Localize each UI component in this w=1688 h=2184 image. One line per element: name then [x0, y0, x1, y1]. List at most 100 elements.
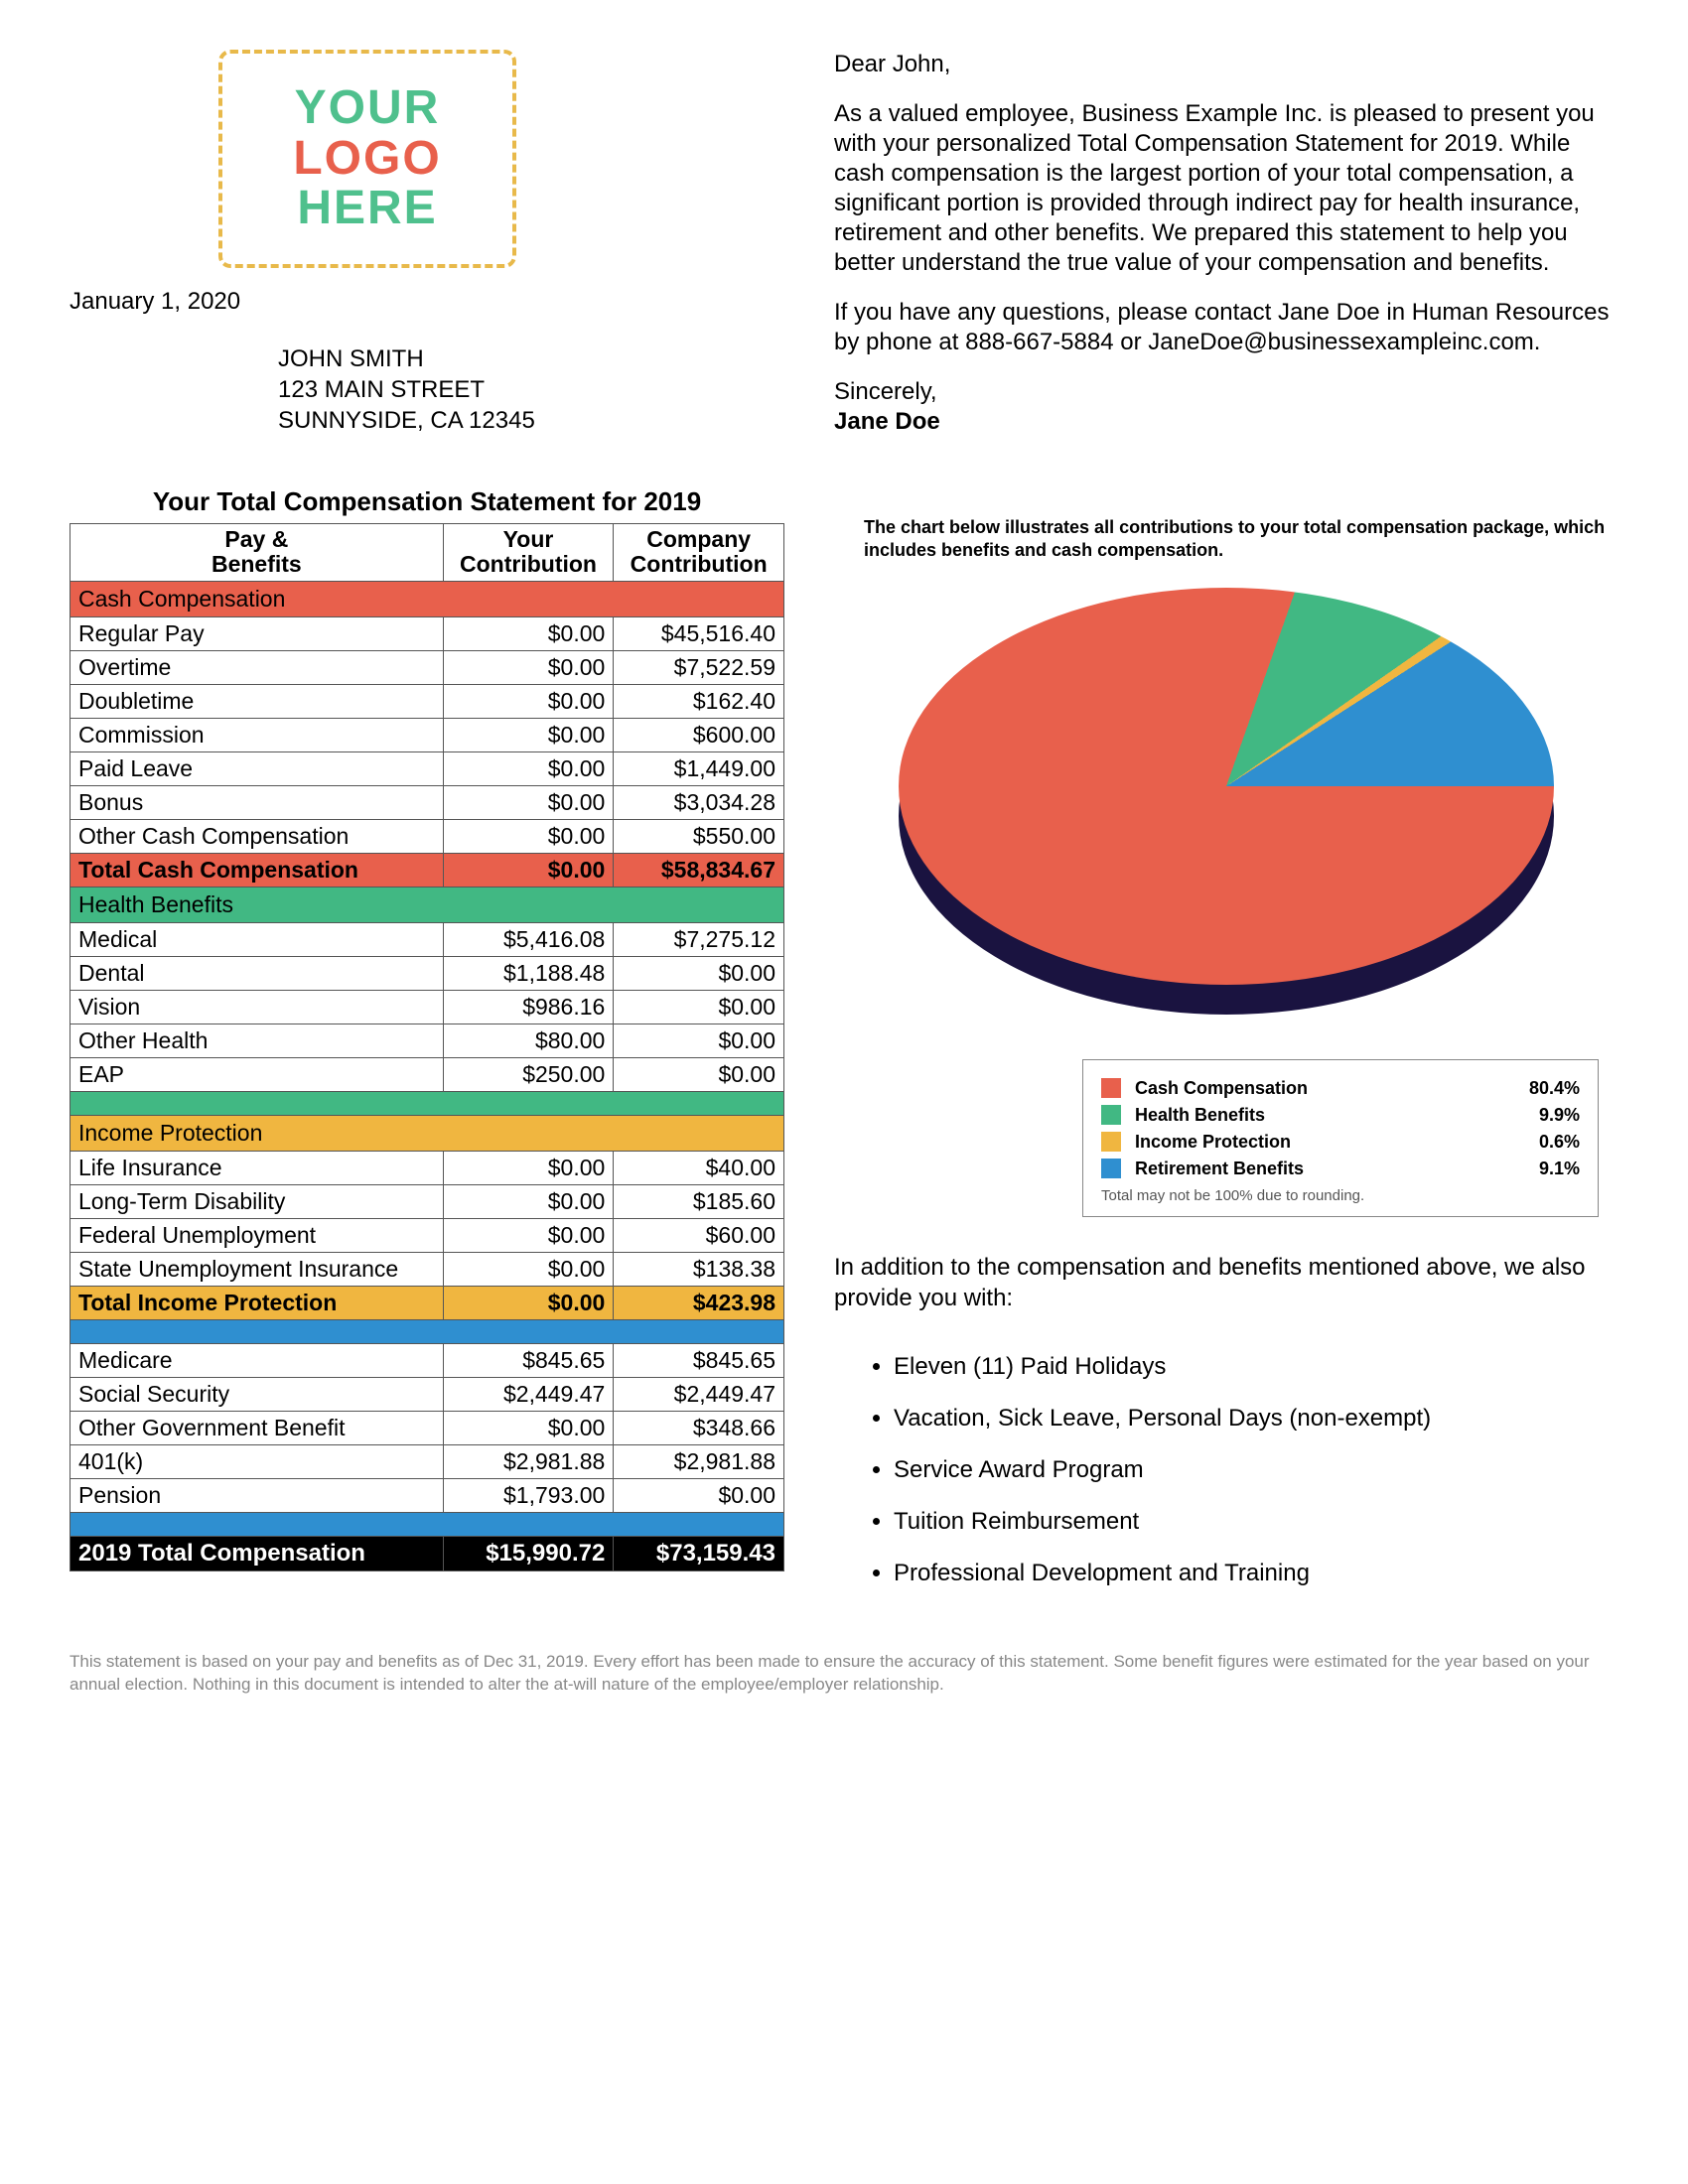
row-company: $58,834.67 — [614, 853, 784, 887]
col-header-company: CompanyContribution — [614, 524, 784, 582]
row-company: $600.00 — [614, 718, 784, 751]
letter-body: Dear John, As a valued employee, Busines… — [834, 50, 1618, 457]
row-company: $0.00 — [614, 1024, 784, 1057]
row-label: Vision — [70, 990, 444, 1024]
col-header-your: YourContribution — [443, 524, 614, 582]
row-company: $0.00 — [614, 956, 784, 990]
table-row: Medicare $845.65 $845.65 — [70, 1343, 784, 1377]
row-your: $250.00 — [443, 1057, 614, 1091]
row-your: $0.00 — [443, 1286, 614, 1319]
row-your: $1,793.00 — [443, 1478, 614, 1512]
legend-label: Retirement Benefits — [1135, 1159, 1539, 1179]
list-item: Tuition Reimbursement — [894, 1508, 1618, 1536]
table-row: Regular Pay $0.00 $45,516.40 — [70, 616, 784, 650]
row-label: 401(k) — [70, 1444, 444, 1478]
chart-legend: Cash Compensation 80.4% Health Benefits … — [1082, 1059, 1599, 1217]
row-label: Bonus — [70, 785, 444, 819]
letter-signer: Jane Doe — [834, 408, 940, 435]
row-company: $40.00 — [614, 1151, 784, 1184]
row-your: $0.00 — [443, 853, 614, 887]
table-row: Other Government Benefit $0.00 $348.66 — [70, 1411, 784, 1444]
row-company: $1,449.00 — [614, 751, 784, 785]
table-row: Dental $1,188.48 $0.00 — [70, 956, 784, 990]
row-label: State Unemployment Insurance — [70, 1252, 444, 1286]
grand-your: $15,990.72 — [443, 1536, 614, 1570]
logo-line-2: LOGO — [293, 134, 441, 184]
row-your: $0.00 — [443, 1411, 614, 1444]
row-your: $0.00 — [443, 1218, 614, 1252]
row-company: $60.00 — [614, 1218, 784, 1252]
grand-label: 2019 Total Compensation — [70, 1536, 444, 1570]
legend-item: Health Benefits 9.9% — [1101, 1105, 1580, 1126]
table-row: 401(k) $2,981.88 $2,981.88 — [70, 1444, 784, 1478]
row-your: $0.00 — [443, 819, 614, 853]
row-label: Regular Pay — [70, 616, 444, 650]
row-your: $0.00 — [443, 650, 614, 684]
compensation-table: Pay &Benefits YourContribution CompanyCo… — [70, 523, 784, 1571]
legend-item: Retirement Benefits 9.1% — [1101, 1159, 1580, 1179]
row-label: Total Cash Compensation — [70, 853, 444, 887]
row-label: Dental — [70, 956, 444, 990]
legend-swatch — [1101, 1078, 1121, 1098]
row-label: Life Insurance — [70, 1151, 444, 1184]
row-company: $162.40 — [614, 684, 784, 718]
row-your: $0.00 — [443, 1151, 614, 1184]
table-row: Commission $0.00 $600.00 — [70, 718, 784, 751]
row-your: $1,188.48 — [443, 956, 614, 990]
row-label: Social Security — [70, 1377, 444, 1411]
table-row: Social Security $2,449.47 $2,449.47 — [70, 1377, 784, 1411]
disclaimer-text: This statement is based on your pay and … — [70, 1651, 1618, 1697]
table-row: Bonus $0.00 $3,034.28 — [70, 785, 784, 819]
letter-para-2: If you have any questions, please contac… — [834, 298, 1618, 357]
row-label: Doubletime — [70, 684, 444, 718]
section-spacer — [70, 1319, 784, 1343]
row-company: $0.00 — [614, 1478, 784, 1512]
list-item: Professional Development and Training — [894, 1560, 1618, 1587]
legend-note: Total may not be 100% due to rounding. — [1101, 1187, 1580, 1204]
row-company: $423.98 — [614, 1286, 784, 1319]
recipient-address: JOHN SMITH 123 MAIN STREET SUNNYSIDE, CA… — [278, 343, 784, 437]
recipient-city: SUNNYSIDE, CA 12345 — [278, 405, 784, 436]
row-company: $138.38 — [614, 1252, 784, 1286]
row-label: Overtime — [70, 650, 444, 684]
table-row: Life Insurance $0.00 $40.00 — [70, 1151, 784, 1184]
row-label: Federal Unemployment — [70, 1218, 444, 1252]
row-your: $2,449.47 — [443, 1377, 614, 1411]
logo-placeholder: YOUR LOGO HERE — [218, 50, 516, 268]
table-row: Doubletime $0.00 $162.40 — [70, 684, 784, 718]
row-your: $0.00 — [443, 1184, 614, 1218]
additional-benefits-list: Eleven (11) Paid HolidaysVacation, Sick … — [894, 1353, 1618, 1587]
row-company: $3,034.28 — [614, 785, 784, 819]
table-row: Total Income Protection $0.00 $423.98 — [70, 1286, 784, 1319]
legend-item: Income Protection 0.6% — [1101, 1132, 1580, 1153]
row-company: $2,449.47 — [614, 1377, 784, 1411]
row-label: Commission — [70, 718, 444, 751]
col-header-pay: Pay &Benefits — [70, 524, 444, 582]
section-header: Cash Compensation — [70, 581, 784, 616]
row-company: $348.66 — [614, 1411, 784, 1444]
row-company: $7,522.59 — [614, 650, 784, 684]
table-row: Total Cash Compensation $0.00 $58,834.67 — [70, 853, 784, 887]
row-your: $0.00 — [443, 616, 614, 650]
table-row: EAP $250.00 $0.00 — [70, 1057, 784, 1091]
row-your: $0.00 — [443, 751, 614, 785]
legend-percent: 9.9% — [1539, 1105, 1580, 1126]
table-row: Other Cash Compensation $0.00 $550.00 — [70, 819, 784, 853]
row-your: $986.16 — [443, 990, 614, 1024]
list-item: Vacation, Sick Leave, Personal Days (non… — [894, 1405, 1618, 1433]
row-label: Pension — [70, 1478, 444, 1512]
section-name: Income Protection — [70, 1115, 784, 1151]
letter-salutation: Dear John, — [834, 50, 1618, 79]
grand-total-row: 2019 Total Compensation $15,990.72 $73,1… — [70, 1536, 784, 1570]
legend-swatch — [1101, 1132, 1121, 1152]
row-company: $845.65 — [614, 1343, 784, 1377]
row-company: $7,275.12 — [614, 922, 784, 956]
row-label: Other Cash Compensation — [70, 819, 444, 853]
list-item: Service Award Program — [894, 1456, 1618, 1484]
legend-percent: 80.4% — [1529, 1078, 1580, 1099]
row-label: Paid Leave — [70, 751, 444, 785]
row-company: $0.00 — [614, 1057, 784, 1091]
letter-closing: Sincerely, — [834, 378, 937, 405]
logo-line-3: HERE — [297, 184, 437, 233]
row-company: $550.00 — [614, 819, 784, 853]
